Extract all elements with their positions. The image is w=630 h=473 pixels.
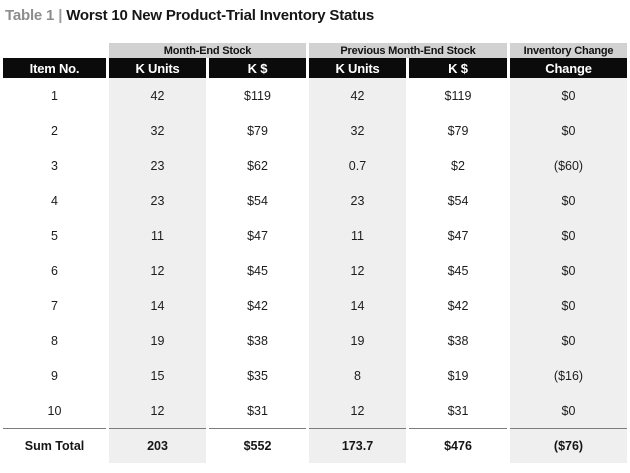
cell-me-k-dollars: $38 bbox=[209, 323, 306, 358]
cell-item-no: 10 bbox=[3, 393, 106, 428]
table-row: 5 11 $47 11 $47 $0 bbox=[3, 218, 627, 253]
group-header-previous-month-end-stock: Previous Month-End Stock bbox=[309, 43, 507, 58]
cell-pme-k-units: 11 bbox=[309, 218, 406, 253]
cell-pme-k-dollars: $38 bbox=[409, 323, 507, 358]
cell-change: $0 bbox=[510, 323, 627, 358]
cell-pme-k-units: 12 bbox=[309, 393, 406, 428]
cell-me-k-dollars: $35 bbox=[209, 358, 306, 393]
cell-item-no: 3 bbox=[3, 148, 106, 183]
cell-change: $0 bbox=[510, 393, 627, 428]
cell-pme-k-dollars: $45 bbox=[409, 253, 507, 288]
table-row: 6 12 $45 12 $45 $0 bbox=[3, 253, 627, 288]
cell-item-no: 1 bbox=[3, 78, 106, 113]
cell-pme-k-dollars: $47 bbox=[409, 218, 507, 253]
inventory-table: Month-End Stock Previous Month-End Stock… bbox=[0, 43, 630, 463]
table-row: 7 14 $42 14 $42 $0 bbox=[3, 288, 627, 323]
cell-me-k-units: 11 bbox=[109, 218, 206, 253]
cell-change: $0 bbox=[510, 218, 627, 253]
cell-me-k-units: 14 bbox=[109, 288, 206, 323]
cell-pme-k-units: 19 bbox=[309, 323, 406, 358]
cell-item-no: 7 bbox=[3, 288, 106, 323]
cell-change: ($60) bbox=[510, 148, 627, 183]
sum-pme-k-units: 173.7 bbox=[309, 428, 406, 463]
group-header-spacer bbox=[3, 43, 106, 58]
cell-item-no: 4 bbox=[3, 183, 106, 218]
cell-me-k-dollars: $79 bbox=[209, 113, 306, 148]
table-row: 10 12 $31 12 $31 $0 bbox=[3, 393, 627, 428]
cell-change: $0 bbox=[510, 253, 627, 288]
cell-pme-k-dollars: $2 bbox=[409, 148, 507, 183]
sum-me-k-dollars: $552 bbox=[209, 428, 306, 463]
table-row: 4 23 $54 23 $54 $0 bbox=[3, 183, 627, 218]
cell-pme-k-units: 8 bbox=[309, 358, 406, 393]
table-row: 8 19 $38 19 $38 $0 bbox=[3, 323, 627, 358]
sum-total-label: Sum Total bbox=[3, 428, 106, 463]
sum-pme-k-dollars: $476 bbox=[409, 428, 507, 463]
cell-me-k-dollars: $42 bbox=[209, 288, 306, 323]
column-header-change: Change bbox=[510, 58, 627, 78]
table-row: 1 42 $119 42 $119 $0 bbox=[3, 78, 627, 113]
table-row: 3 23 $62 0.7 $2 ($60) bbox=[3, 148, 627, 183]
cell-me-k-units: 19 bbox=[109, 323, 206, 358]
cell-change: $0 bbox=[510, 183, 627, 218]
sum-change: ($76) bbox=[510, 428, 627, 463]
group-header-row: Month-End Stock Previous Month-End Stock… bbox=[3, 43, 627, 58]
cell-pme-k-dollars: $119 bbox=[409, 78, 507, 113]
table-number-label: Table 1 bbox=[5, 7, 55, 24]
cell-me-k-dollars: $119 bbox=[209, 78, 306, 113]
column-header-row: Item No. K Units K $ K Units K $ Change bbox=[3, 58, 627, 78]
cell-me-k-dollars: $47 bbox=[209, 218, 306, 253]
cell-pme-k-dollars: $31 bbox=[409, 393, 507, 428]
cell-me-k-dollars: $62 bbox=[209, 148, 306, 183]
group-header-month-end-stock: Month-End Stock bbox=[109, 43, 306, 58]
cell-me-k-units: 23 bbox=[109, 183, 206, 218]
cell-pme-k-units: 23 bbox=[309, 183, 406, 218]
cell-pme-k-units: 12 bbox=[309, 253, 406, 288]
cell-pme-k-units: 32 bbox=[309, 113, 406, 148]
cell-me-k-units: 23 bbox=[109, 148, 206, 183]
cell-pme-k-dollars: $79 bbox=[409, 113, 507, 148]
cell-me-k-dollars: $31 bbox=[209, 393, 306, 428]
cell-pme-k-units: 14 bbox=[309, 288, 406, 323]
cell-item-no: 2 bbox=[3, 113, 106, 148]
table-row: 9 15 $35 8 $19 ($16) bbox=[3, 358, 627, 393]
cell-me-k-units: 12 bbox=[109, 393, 206, 428]
cell-pme-k-dollars: $42 bbox=[409, 288, 507, 323]
table-title: Table 1 | Worst 10 New Product-Trial Inven… bbox=[5, 5, 630, 26]
title-separator: | bbox=[58, 7, 63, 24]
cell-me-k-units: 12 bbox=[109, 253, 206, 288]
column-header-me-k-units: K Units bbox=[109, 58, 206, 78]
column-header-pme-k-units: K Units bbox=[309, 58, 406, 78]
title-text: Worst 10 New Product-Trial Inventory Sta… bbox=[66, 7, 375, 24]
cell-me-k-units: 42 bbox=[109, 78, 206, 113]
cell-me-k-dollars: $54 bbox=[209, 183, 306, 218]
sum-total-row: Sum Total 203 $552 173.7 $476 ($76) bbox=[3, 428, 627, 463]
cell-me-k-units: 15 bbox=[109, 358, 206, 393]
cell-pme-k-dollars: $54 bbox=[409, 183, 507, 218]
cell-change: ($16) bbox=[510, 358, 627, 393]
cell-pme-k-units: 42 bbox=[309, 78, 406, 113]
cell-change: $0 bbox=[510, 113, 627, 148]
cell-change: $0 bbox=[510, 78, 627, 113]
cell-me-k-units: 32 bbox=[109, 113, 206, 148]
cell-item-no: 6 bbox=[3, 253, 106, 288]
cell-pme-k-dollars: $19 bbox=[409, 358, 507, 393]
column-header-pme-k-dollars: K $ bbox=[409, 58, 507, 78]
cell-change: $0 bbox=[510, 288, 627, 323]
cell-item-no: 8 bbox=[3, 323, 106, 358]
cell-item-no: 9 bbox=[3, 358, 106, 393]
sum-me-k-units: 203 bbox=[109, 428, 206, 463]
cell-me-k-dollars: $45 bbox=[209, 253, 306, 288]
column-header-me-k-dollars: K $ bbox=[209, 58, 306, 78]
cell-pme-k-units: 0.7 bbox=[309, 148, 406, 183]
cell-item-no: 5 bbox=[3, 218, 106, 253]
group-header-inventory-change: Inventory Change bbox=[510, 43, 627, 58]
table-row: 2 32 $79 32 $79 $0 bbox=[3, 113, 627, 148]
column-header-item-no: Item No. bbox=[3, 58, 106, 78]
